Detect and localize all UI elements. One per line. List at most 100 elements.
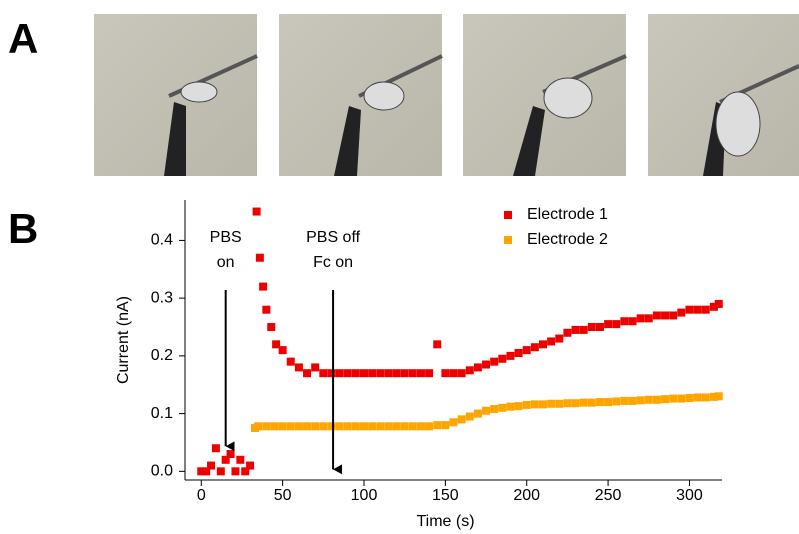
- point: [506, 351, 515, 360]
- point: [246, 461, 255, 470]
- point: [384, 369, 393, 378]
- point: [628, 317, 637, 326]
- point: [620, 396, 629, 405]
- point: [335, 422, 344, 431]
- point: [612, 320, 621, 329]
- point: [530, 343, 539, 352]
- point: [482, 360, 491, 369]
- point: [473, 363, 482, 372]
- point: [579, 325, 588, 334]
- point: [457, 369, 466, 378]
- point: [547, 337, 556, 346]
- point: [628, 396, 637, 405]
- x-tick-label: 250: [595, 487, 622, 504]
- point: [465, 366, 474, 375]
- point: [661, 311, 670, 320]
- y-tick-label: 0.4: [151, 232, 173, 249]
- annotation: Fc on: [313, 254, 353, 271]
- point: [335, 369, 344, 378]
- point: [547, 399, 556, 408]
- point: [408, 422, 417, 431]
- point: [701, 305, 710, 314]
- y-tick-label: 0.2: [151, 347, 173, 364]
- point: [416, 369, 425, 378]
- legend-label: Electrode 2: [527, 231, 608, 248]
- point: [571, 399, 580, 408]
- point: [652, 311, 661, 320]
- point: [433, 421, 442, 430]
- point: [620, 317, 629, 326]
- photo: [94, 14, 258, 176]
- point: [207, 461, 216, 470]
- point: [506, 402, 515, 411]
- point: [555, 399, 564, 408]
- point: [392, 369, 401, 378]
- point: [587, 323, 596, 332]
- legend-marker: [504, 211, 512, 219]
- point: [400, 369, 409, 378]
- point: [465, 412, 474, 421]
- point: [652, 395, 661, 404]
- point: [254, 422, 263, 431]
- point: [294, 422, 303, 431]
- point: [433, 340, 442, 349]
- x-tick-label: 100: [351, 487, 378, 504]
- photo: [463, 14, 627, 176]
- point: [490, 357, 499, 366]
- point: [197, 467, 206, 476]
- point: [555, 334, 564, 343]
- point: [714, 392, 723, 401]
- point: [612, 397, 621, 406]
- x-axis-label: Time (s): [416, 513, 474, 530]
- point: [259, 282, 268, 291]
- point: [563, 399, 572, 408]
- point: [368, 369, 377, 378]
- point: [236, 455, 245, 464]
- point: [319, 422, 328, 431]
- point: [294, 363, 303, 372]
- point: [278, 346, 287, 355]
- point: [677, 308, 686, 317]
- point: [595, 323, 604, 332]
- point: [714, 299, 723, 308]
- point: [327, 369, 336, 378]
- point: [392, 422, 401, 431]
- point: [539, 340, 547, 349]
- x-tick-label: 50: [274, 487, 292, 504]
- y-tick-label: 0.1: [151, 405, 173, 422]
- point: [272, 340, 281, 349]
- point: [685, 394, 694, 403]
- point: [636, 314, 645, 323]
- point: [644, 314, 653, 323]
- point: [701, 393, 710, 402]
- point: [522, 346, 531, 355]
- point: [604, 320, 613, 329]
- point: [216, 467, 225, 476]
- point: [693, 305, 702, 314]
- point: [530, 400, 539, 409]
- point: [579, 398, 588, 407]
- point: [286, 422, 295, 431]
- point: [343, 369, 352, 378]
- point: [498, 403, 507, 412]
- point: [384, 422, 393, 431]
- point: [514, 402, 523, 411]
- point: [400, 422, 409, 431]
- x-tick-label: 150: [432, 487, 459, 504]
- point: [241, 467, 250, 476]
- photo: [279, 14, 443, 176]
- point: [539, 400, 547, 409]
- y-axis-label: Current (nA): [115, 296, 132, 384]
- point: [343, 422, 352, 431]
- point: [709, 302, 718, 311]
- point: [441, 421, 450, 430]
- y-tick-label: 0.0: [151, 463, 173, 480]
- point: [514, 348, 523, 357]
- point: [278, 422, 287, 431]
- point: [685, 305, 694, 314]
- point: [522, 400, 531, 409]
- point: [311, 422, 320, 431]
- point: [449, 369, 458, 378]
- point: [368, 422, 377, 431]
